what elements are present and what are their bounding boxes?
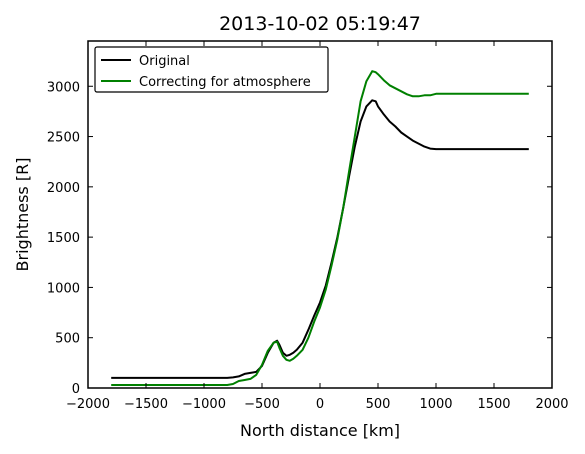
- y-tick-label: 2000: [47, 181, 80, 196]
- series-line-original: [111, 99, 529, 379]
- series-layer: [111, 70, 529, 386]
- legend-label: Correcting for atmosphere: [139, 75, 311, 90]
- x-tick-label: 1000: [419, 397, 452, 412]
- x-tick-label: 0: [316, 397, 324, 412]
- x-axis-label: North distance [km]: [240, 421, 400, 440]
- y-tick-label: 1500: [47, 231, 80, 246]
- x-tick-label: 1500: [477, 397, 510, 412]
- legend-box: [94, 46, 329, 93]
- chart-title: 2013-10-02 05:19:47: [219, 13, 421, 35]
- x-tick-label: −1500: [124, 397, 168, 412]
- series-line-atmosphere-corrected: [111, 70, 529, 386]
- y-tick-label: 0: [72, 382, 80, 397]
- legend-label: Original: [139, 54, 190, 69]
- ticks-layer: −2000 −1500 −1000 −500 0 500 1000 1500 2000 0 500 1…: [47, 41, 569, 412]
- x-tick-label: −500: [244, 397, 280, 412]
- x-tick-label: −1000: [182, 397, 226, 412]
- legend: Original Correcting for atmosphere: [94, 46, 329, 93]
- y-tick-label: 1000: [47, 281, 80, 296]
- x-tick-label: 500: [366, 397, 391, 412]
- x-tick-label: −2000: [66, 397, 110, 412]
- y-tick-label: 2500: [47, 131, 80, 146]
- y-tick-label: 500: [55, 332, 80, 347]
- y-axis-label: Brightness [R]: [13, 158, 32, 272]
- x-tick-label: 2000: [535, 397, 568, 412]
- y-tick-label: 3000: [47, 80, 80, 95]
